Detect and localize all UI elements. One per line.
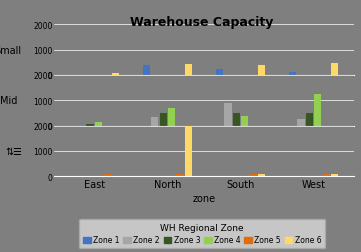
Bar bbox=[241, 117, 248, 126]
Text: Warehouse Capacity: Warehouse Capacity bbox=[130, 16, 274, 29]
Bar bbox=[297, 119, 305, 126]
Bar bbox=[289, 72, 296, 76]
Bar bbox=[232, 114, 240, 126]
Bar bbox=[177, 174, 184, 176]
Bar bbox=[322, 174, 330, 176]
Bar bbox=[103, 174, 110, 176]
Bar bbox=[216, 70, 223, 76]
X-axis label: zone: zone bbox=[192, 193, 216, 203]
Bar bbox=[95, 123, 102, 126]
Bar bbox=[168, 109, 175, 126]
Bar bbox=[306, 114, 313, 126]
Y-axis label: ⇅☰: ⇅☰ bbox=[5, 146, 22, 156]
Bar bbox=[331, 174, 338, 176]
Bar bbox=[112, 74, 119, 76]
Bar bbox=[185, 113, 192, 176]
Bar bbox=[258, 174, 265, 176]
Bar bbox=[249, 174, 257, 176]
Y-axis label: Mid: Mid bbox=[0, 96, 17, 106]
Bar bbox=[87, 125, 94, 126]
Bar bbox=[185, 65, 192, 76]
Bar bbox=[258, 66, 265, 76]
Legend: Zone 1, Zone 2, Zone 3, Zone 4, Zone 5, Zone 6: Zone 1, Zone 2, Zone 3, Zone 4, Zone 5, … bbox=[79, 219, 325, 248]
Bar bbox=[224, 103, 231, 126]
Bar bbox=[160, 113, 167, 126]
Bar bbox=[143, 66, 150, 76]
Bar bbox=[314, 94, 321, 126]
Y-axis label: Small: Small bbox=[0, 45, 22, 55]
Bar bbox=[151, 117, 158, 126]
Bar bbox=[331, 64, 338, 76]
